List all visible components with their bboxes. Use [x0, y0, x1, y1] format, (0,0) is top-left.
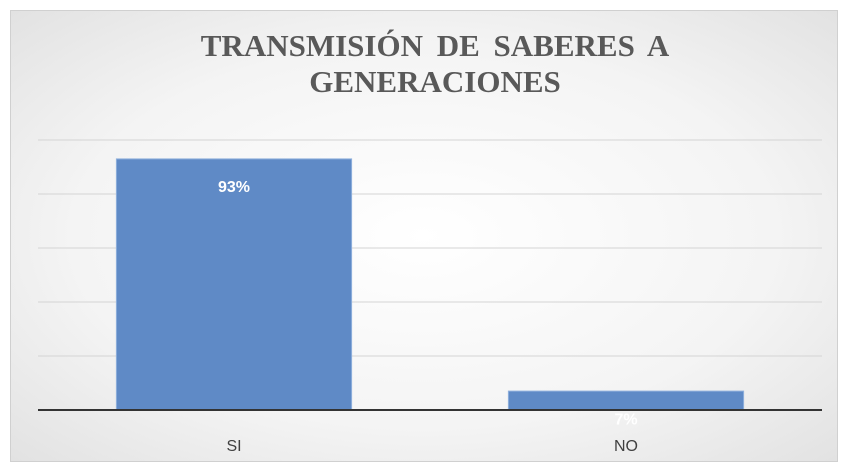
data-label: 7% — [614, 411, 637, 428]
bar — [115, 158, 353, 411]
x-tick-label: NO — [614, 438, 638, 455]
chart-title: TRANSMISIÓN DE SABERES A GENERACIONES — [200, 28, 670, 99]
x-tick-label: SI — [226, 438, 241, 455]
bar — [507, 390, 745, 411]
data-label: 93% — [218, 179, 250, 196]
